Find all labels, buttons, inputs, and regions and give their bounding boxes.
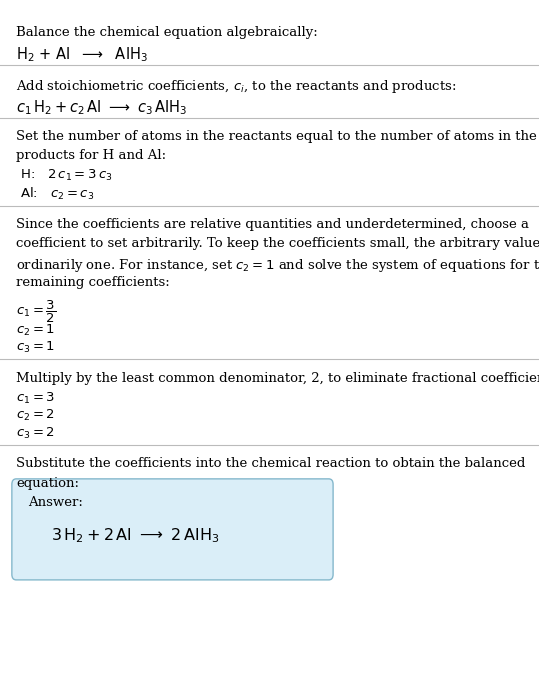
Text: $3\,\mathrm{H_2} + 2\,\mathrm{Al}\ \longrightarrow\ 2\,\mathrm{AlH_3}$: $3\,\mathrm{H_2} + 2\,\mathrm{Al}\ \long… [51,526,219,545]
Text: products for H and Al:: products for H and Al: [16,149,167,163]
Text: Answer:: Answer: [28,496,83,509]
Text: H:   $2\,c_1 = 3\,c_3$: H: $2\,c_1 = 3\,c_3$ [16,168,113,183]
Text: $c_1 = \dfrac{3}{2}$: $c_1 = \dfrac{3}{2}$ [16,299,57,325]
Text: Set the number of atoms in the reactants equal to the number of atoms in the: Set the number of atoms in the reactants… [16,130,537,143]
FancyBboxPatch shape [12,479,333,580]
Text: $c_3 = 1$: $c_3 = 1$ [16,340,55,355]
Text: $c_2 = 2$: $c_2 = 2$ [16,408,55,424]
Text: Since the coefficients are relative quantities and underdetermined, choose a: Since the coefficients are relative quan… [16,218,529,231]
Text: $\mathrm{H_2}$ + Al  $\longrightarrow$  $\mathrm{AlH_3}$: $\mathrm{H_2}$ + Al $\longrightarrow$ $\… [16,46,148,64]
Text: $c_3 = 2$: $c_3 = 2$ [16,426,55,441]
Text: coefficient to set arbitrarily. To keep the coefficients small, the arbitrary va: coefficient to set arbitrarily. To keep … [16,237,539,251]
Text: $c_2 = 1$: $c_2 = 1$ [16,323,55,338]
Text: Substitute the coefficients into the chemical reaction to obtain the balanced: Substitute the coefficients into the che… [16,457,526,471]
Text: Al:   $c_2 = c_3$: Al: $c_2 = c_3$ [16,186,94,202]
Text: ordinarily one. For instance, set $c_2 = 1$ and solve the system of equations fo: ordinarily one. For instance, set $c_2 =… [16,257,539,274]
Text: remaining coefficients:: remaining coefficients: [16,276,170,289]
Text: Add stoichiometric coefficients, $c_i$, to the reactants and products:: Add stoichiometric coefficients, $c_i$, … [16,78,457,95]
Text: Multiply by the least common denominator, 2, to eliminate fractional coefficient: Multiply by the least common denominator… [16,372,539,385]
Text: $c_1 = 3$: $c_1 = 3$ [16,391,56,406]
Text: $c_1\,\mathrm{H_2} + c_2\,\mathrm{Al}\ \longrightarrow\ c_3\,\mathrm{AlH_3}$: $c_1\,\mathrm{H_2} + c_2\,\mathrm{Al}\ \… [16,98,188,117]
Text: Balance the chemical equation algebraically:: Balance the chemical equation algebraica… [16,26,318,39]
Text: equation:: equation: [16,477,79,490]
